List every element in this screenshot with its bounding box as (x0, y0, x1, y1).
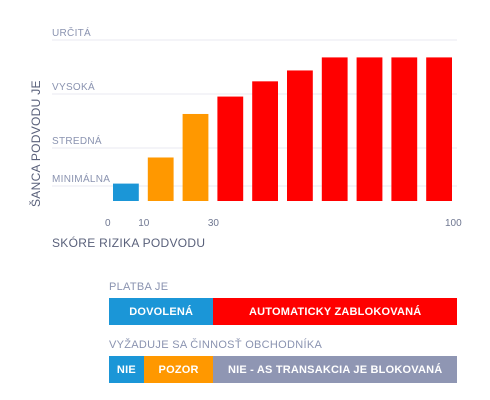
status-segment: POZOR (143, 356, 214, 383)
chart-bar (426, 57, 452, 201)
x-tick-label: 0 (105, 218, 111, 229)
merchant-action-label: VYŽADUJE SA ČINNOSŤ OBCHODNÍKA (109, 339, 323, 351)
fraud-risk-chart: MINIMÁLNA STREDNÁ VYSOKÁ URČITÁ ŠANCA PODVOD… (28, 26, 462, 250)
status-segment: AUTOMATICKY ZABLOKOVANÁ (213, 298, 457, 325)
chart-bar (287, 70, 313, 201)
chart-bar (252, 81, 278, 201)
x-axis-title: SKÓRE RIZIKA PODVODU (52, 235, 205, 250)
y-tick-label: STREDNÁ (52, 134, 102, 147)
payment-label: PLATBA JE (109, 281, 169, 293)
chart-bar (391, 57, 418, 201)
chart-bar (147, 157, 174, 201)
status-segment: NIE (109, 356, 144, 383)
y-tick-label: VYSOKÁ (52, 80, 95, 93)
chart-bar (182, 113, 209, 201)
x-tick-label: 10 (138, 218, 150, 229)
y-axis-title: ŠANCA PODVODU JE (28, 80, 43, 207)
chart-bar (113, 183, 139, 201)
y-tick-label: MINIMÁLNA (52, 172, 110, 185)
chart-bar (321, 57, 348, 201)
status-segment: NIE - AS TRANSAKCIA JE BLOKOVANÁ (213, 356, 457, 383)
status-segment: DOVOLENÁ (109, 298, 214, 325)
chart-bar (217, 96, 244, 201)
x-tick-label: 30 (208, 218, 220, 229)
x-tick-label: 100 (445, 218, 462, 229)
chart-bar (356, 57, 383, 201)
y-tick-label: URČITÁ (52, 26, 91, 39)
